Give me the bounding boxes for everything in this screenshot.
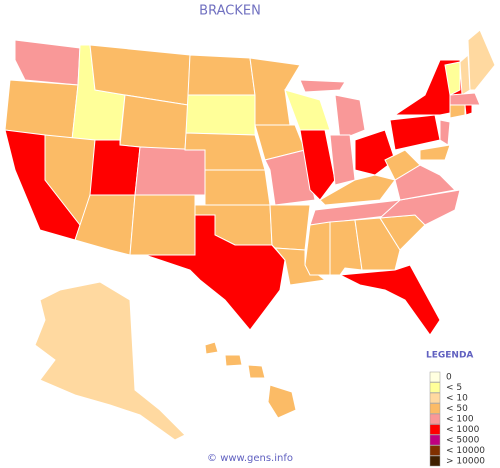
footer: © www.gens.info [207, 453, 293, 464]
state [389, 114, 441, 151]
legend-label: < 50 [446, 404, 468, 414]
legend-label: < 10000 [446, 446, 485, 456]
state [224, 354, 243, 367]
legend-swatch [429, 424, 441, 435]
legend-label: < 10 [446, 394, 468, 404]
state [267, 384, 297, 419]
legend-label: > 10000 [446, 457, 485, 467]
state [338, 264, 441, 336]
state [89, 139, 141, 196]
legend-swatch [429, 392, 441, 404]
state [185, 94, 256, 136]
legend-label: 0 [446, 373, 452, 383]
state [249, 57, 301, 126]
state [144, 214, 286, 331]
state [284, 89, 331, 131]
state [264, 149, 316, 206]
legend-swatch [429, 413, 441, 425]
state [14, 39, 81, 86]
legend-label: < 1000 [446, 425, 480, 435]
state [449, 92, 481, 106]
state [439, 119, 451, 146]
title: BRACKEN [199, 4, 261, 19]
state [354, 129, 396, 176]
state [273, 247, 327, 286]
state [467, 29, 496, 91]
state [134, 146, 206, 196]
state [204, 341, 219, 355]
legend: 0< 5< 10< 50< 100< 1000< 5000< 10000> 10… [429, 371, 485, 467]
state [299, 129, 336, 201]
legend-title: LEGENDA [426, 351, 473, 361]
state [269, 204, 311, 251]
state [204, 169, 271, 206]
state [464, 104, 473, 116]
state [304, 221, 331, 276]
legend-swatch [429, 455, 441, 467]
state [334, 94, 366, 141]
legend-label: < 5 [446, 383, 462, 393]
state [354, 217, 401, 271]
state [419, 144, 451, 161]
legend-label: < 5000 [446, 436, 480, 446]
state [34, 281, 186, 441]
state [187, 54, 256, 96]
legend-swatch [429, 371, 441, 383]
state [384, 149, 421, 181]
states [4, 29, 496, 441]
state [119, 94, 189, 151]
state [247, 364, 266, 379]
legend-swatch [429, 382, 441, 393]
legend-swatch [429, 434, 441, 446]
state [444, 61, 461, 96]
state [378, 189, 461, 226]
state [329, 134, 356, 186]
state [299, 79, 346, 93]
legend-swatch [429, 445, 441, 456]
state [449, 104, 466, 119]
legend-swatch [429, 403, 441, 414]
legend-label: < 100 [446, 415, 474, 425]
state [129, 194, 196, 256]
